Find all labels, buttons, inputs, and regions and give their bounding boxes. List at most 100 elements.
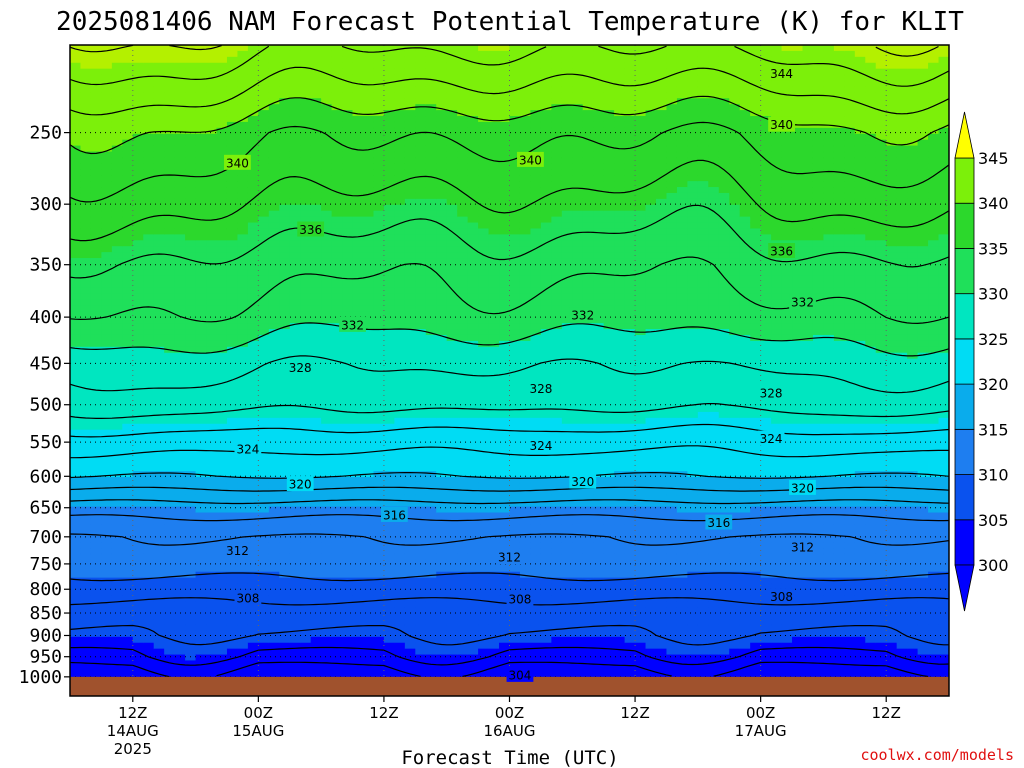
theta-cell	[404, 139, 416, 147]
theta-cell	[404, 477, 416, 484]
theta-cell	[185, 68, 197, 76]
theta-cell	[226, 145, 239, 153]
theta-cell	[415, 104, 427, 111]
theta-cell	[467, 281, 479, 289]
theta-cell	[164, 453, 176, 460]
theta-cell	[425, 163, 437, 170]
theta-cell	[132, 127, 144, 135]
theta-cell	[394, 447, 406, 454]
theta-cell	[342, 518, 354, 525]
theta-cell	[80, 447, 92, 454]
theta-cell	[394, 524, 406, 531]
theta-cell	[499, 293, 511, 301]
theta-cell	[509, 364, 521, 372]
theta-cell	[509, 388, 521, 395]
theta-cell	[268, 553, 280, 561]
theta-cell	[415, 624, 427, 632]
theta-cell	[268, 252, 280, 259]
theta-cell	[352, 340, 364, 348]
theta-cell	[352, 50, 364, 58]
theta-cell	[342, 133, 354, 141]
theta-cell	[509, 222, 521, 230]
theta-cell	[404, 518, 416, 525]
theta-cell	[352, 482, 364, 490]
theta-cell	[530, 263, 542, 271]
theta-cell	[185, 56, 197, 64]
theta-cell	[216, 583, 228, 591]
theta-cell	[268, 275, 280, 283]
theta-cell	[488, 642, 500, 650]
theta-cell	[143, 121, 155, 129]
theta-cell	[101, 518, 113, 525]
theta-cell	[478, 92, 490, 99]
theta-cell	[247, 530, 259, 537]
theta-cell	[143, 240, 155, 247]
theta-cell	[70, 435, 82, 443]
theta-cell	[519, 530, 532, 537]
theta-cell	[457, 465, 469, 472]
theta-cell	[499, 630, 511, 638]
theta-cell	[195, 352, 207, 360]
theta-cell	[446, 269, 458, 277]
theta-cell	[300, 577, 312, 585]
theta-cell	[425, 435, 437, 443]
theta-cell	[216, 163, 228, 170]
theta-cell	[237, 133, 249, 141]
theta-cell	[467, 441, 479, 449]
theta-cell	[216, 482, 228, 490]
theta-cell	[195, 340, 207, 348]
theta-cell	[321, 447, 333, 454]
theta-cell	[206, 311, 218, 318]
theta-cell	[143, 86, 155, 93]
theta-cell	[467, 139, 479, 147]
theta-cell	[321, 642, 333, 650]
theta-cell	[143, 269, 155, 277]
theta-cell	[164, 74, 176, 82]
theta-cell	[111, 352, 123, 360]
theta-cell	[530, 187, 542, 194]
theta-cell	[383, 121, 395, 129]
theta-cell	[457, 116, 469, 123]
theta-cell	[247, 624, 259, 632]
theta-cell	[436, 613, 448, 620]
theta-cell	[143, 577, 155, 585]
theta-cell	[404, 672, 416, 679]
theta-cell	[143, 133, 155, 141]
theta-cell	[206, 370, 218, 378]
theta-cell	[331, 116, 343, 123]
theta-cell	[247, 175, 259, 182]
theta-cell	[425, 388, 437, 395]
theta-cell	[436, 305, 448, 312]
theta-cell	[478, 642, 490, 650]
theta-cell	[101, 317, 113, 324]
theta-cell	[143, 565, 155, 573]
theta-cell	[111, 512, 123, 520]
theta-cell	[457, 263, 469, 271]
theta-cell	[488, 121, 500, 129]
theta-cell	[164, 465, 176, 472]
theta-cell	[499, 619, 511, 626]
theta-cell	[415, 263, 427, 271]
theta-cell	[530, 181, 542, 188]
theta-cell	[373, 494, 385, 502]
theta-cell	[185, 548, 197, 555]
theta-cell	[363, 524, 375, 531]
theta-cell	[206, 317, 218, 324]
theta-cell	[70, 240, 82, 247]
theta-cell	[436, 376, 448, 383]
theta-cell	[509, 524, 521, 531]
theta-cell	[352, 406, 364, 413]
theta-cell	[101, 116, 113, 123]
theta-cell	[478, 287, 490, 295]
theta-cell	[226, 346, 239, 354]
theta-cell	[383, 559, 395, 567]
theta-cell	[519, 394, 532, 401]
theta-cell	[122, 234, 134, 241]
theta-cell	[279, 423, 291, 431]
theta-cell	[342, 116, 354, 123]
theta-cell	[331, 477, 343, 484]
theta-cell	[436, 388, 448, 395]
theta-cell	[90, 536, 102, 543]
theta-cell	[164, 400, 176, 407]
theta-cell	[467, 151, 479, 159]
